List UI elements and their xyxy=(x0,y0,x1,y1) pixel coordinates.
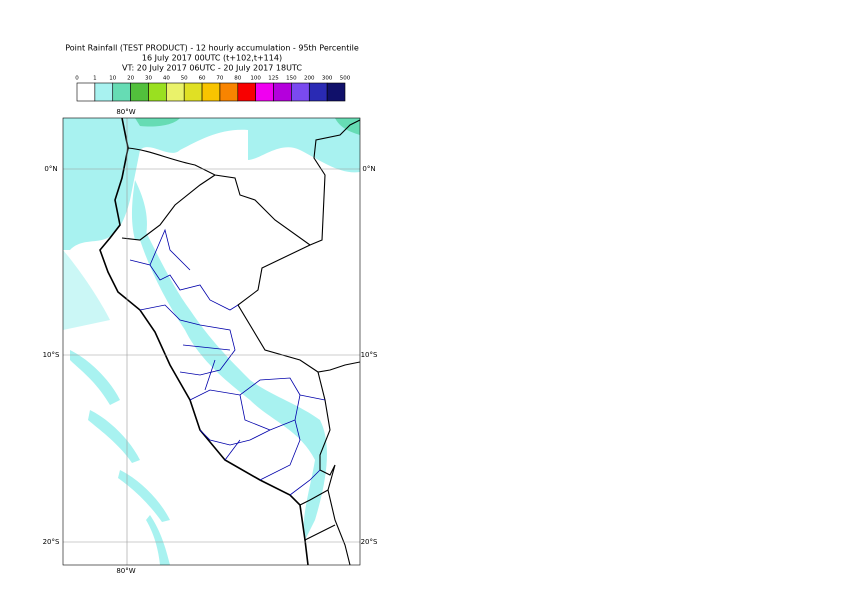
legend-level: 50 xyxy=(181,76,188,82)
lat-label: 10°S xyxy=(361,351,378,359)
legend-swatch xyxy=(237,82,256,102)
map-frame xyxy=(62,117,361,566)
legend-swatch xyxy=(308,82,328,102)
rain-areas xyxy=(63,118,360,565)
lat-label: 0°N xyxy=(362,165,375,173)
title-line: VT: 20 July 2017 06UTC - 20 July 2017 18… xyxy=(122,64,302,73)
lat-label: 0°N xyxy=(44,165,57,173)
legend-swatch xyxy=(166,82,185,102)
legend-level: 60 xyxy=(199,76,206,82)
legend-swatch xyxy=(255,82,274,102)
title-line: 16 July 2017 00UTC (t+102,t+114) xyxy=(142,54,282,63)
legend-level: 70 xyxy=(216,76,223,82)
title-line: Point Rainfall (TEST PRODUCT) - 12 hourl… xyxy=(65,44,359,53)
rain-areas-heavy xyxy=(135,118,360,135)
legend-swatch xyxy=(183,82,203,102)
legend-level: 200 xyxy=(304,76,315,82)
legend-swatch xyxy=(219,82,239,102)
legend-swatch xyxy=(273,82,292,102)
legend-level: 80 xyxy=(234,76,241,82)
legend-swatch xyxy=(76,82,96,102)
lon-label: 80°W xyxy=(116,108,135,116)
legend-level: 40 xyxy=(163,76,170,82)
coastline-borders xyxy=(99,118,360,565)
legend-level: 10 xyxy=(109,76,116,82)
lon-label: 80°W xyxy=(116,567,135,575)
legend-level: 20 xyxy=(127,76,134,82)
lat-label: 20°S xyxy=(43,538,60,546)
map: 80°W 80°W 0°N 0°N 10°S 10°S 20°S 20°S xyxy=(43,108,378,575)
legend-level: 100 xyxy=(250,76,261,82)
legend-level: 500 xyxy=(340,76,351,82)
legend-level: 1 xyxy=(93,76,97,82)
legend: 0 1 10 20 30 40 50 60 70 80 100 125 150 200 300 500 xyxy=(75,76,351,102)
legend-level: 150 xyxy=(286,76,297,82)
lat-label: 20°S xyxy=(361,538,378,546)
legend-swatch xyxy=(291,82,310,102)
regional-borders xyxy=(129,228,326,496)
lat-label: 10°S xyxy=(43,351,60,359)
legend-swatch xyxy=(326,82,346,102)
legend-swatch xyxy=(94,82,114,102)
legend-level: 0 xyxy=(75,76,79,82)
legend-swatch xyxy=(130,82,149,102)
legend-level: 300 xyxy=(322,76,333,82)
legend-level: 30 xyxy=(145,76,152,82)
legend-swatch xyxy=(201,82,221,102)
legend-level: 125 xyxy=(268,76,279,82)
legend-swatch xyxy=(112,82,131,102)
legend-swatch xyxy=(148,82,167,102)
